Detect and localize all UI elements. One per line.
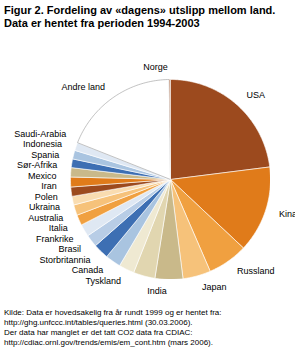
html-text:Kilde: Data er hovedsakelig fr: Kilde: Data er hovedsakelig fra år rundt… bbox=[4, 308, 222, 317]
svg-text:Frankrike: Frankrike bbox=[36, 234, 74, 244]
svg-text:USA: USA bbox=[247, 90, 266, 100]
svg-text:Indonesia: Indonesia bbox=[23, 139, 62, 149]
svg-text:Ukraina: Ukraina bbox=[29, 202, 60, 212]
svg-text:Iran: Iran bbox=[41, 181, 57, 191]
svg-text:Polen: Polen bbox=[35, 192, 58, 202]
svg-text:Storbritannia: Storbritannia bbox=[40, 255, 91, 265]
svg-text:Australia: Australia bbox=[28, 213, 63, 223]
svg-text:Spania: Spania bbox=[31, 150, 59, 160]
svg-text:Sør-Afrika: Sør-Afrika bbox=[17, 160, 58, 170]
html-text:Der data har manglet er det ta: Der data har manglet er det tatt CO2 dat… bbox=[4, 328, 193, 337]
svg-text:Canada: Canada bbox=[72, 265, 104, 275]
html-text:Figur 2. Fordeling av «dagens»: Figur 2. Fordeling av «dagens» utslipp m… bbox=[4, 4, 276, 29]
svg-text:Saudi-Arabia: Saudi-Arabia bbox=[14, 129, 66, 139]
svg-text:Mexico: Mexico bbox=[28, 171, 57, 181]
svg-text:Brasil: Brasil bbox=[59, 244, 82, 254]
svg-text:Japan: Japan bbox=[202, 282, 227, 292]
svg-text:India: India bbox=[147, 286, 167, 296]
html-text:http://ghg.unfccc.int/tables/q: http://ghg.unfccc.int/tables/queries.htm… bbox=[4, 318, 193, 327]
svg-text:Andre land: Andre land bbox=[61, 82, 105, 92]
svg-text:Italia: Italia bbox=[49, 223, 68, 233]
svg-text:Norge: Norge bbox=[143, 62, 168, 72]
svg-text:Tyskland: Tyskland bbox=[86, 276, 122, 286]
svg-text:Russland: Russland bbox=[237, 266, 275, 276]
html-text:http://cdiac.ornl.gov/trends/e: http://cdiac.ornl.gov/trends/emis/em_con… bbox=[4, 338, 213, 347]
svg-text:Kina: Kina bbox=[279, 209, 295, 219]
